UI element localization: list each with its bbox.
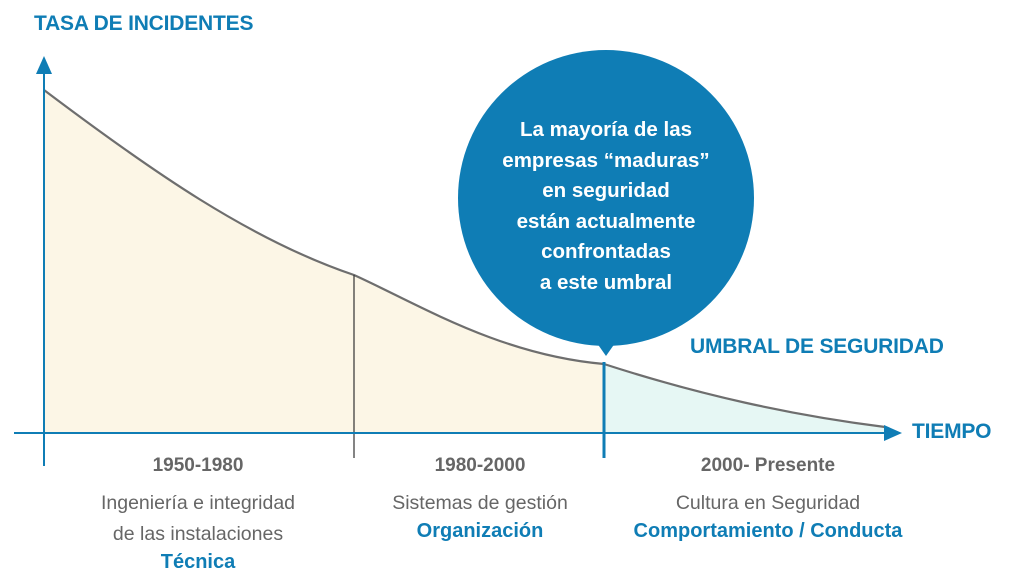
x-axis-arrow (884, 425, 902, 441)
callout-line: a este umbral (539, 270, 673, 294)
era-description-line: Sistemas de gestión (392, 492, 568, 514)
callout-line: están actualmente (516, 209, 696, 233)
era-period: 2000- Presente (700, 455, 836, 476)
x-axis-title: TIEMPO (912, 420, 992, 443)
era-focus: Organización (416, 520, 544, 542)
era-focus: Técnica (160, 551, 236, 573)
era-period: 1980-2000 (434, 455, 526, 476)
callout-line: en seguridad (542, 179, 670, 202)
incident-rate-curve (43, 89, 886, 429)
callout-pointer (592, 336, 620, 356)
y-axis-title: TASA DE INCIDENTES (34, 12, 254, 35)
era-description-line: Ingeniería e integridad (100, 492, 296, 514)
era-description-line: de las instalaciones (112, 523, 284, 545)
era-focus: Comportamiento / Conducta (633, 520, 903, 542)
era-fill-area (44, 90, 604, 433)
post-threshold-fill-area (604, 364, 885, 433)
callout-text: La mayoría de las empresas “maduras” en … (466, 115, 746, 298)
y-axis-arrow (36, 56, 52, 74)
callout-bubble (458, 50, 754, 346)
callout-line: empresas “maduras” (502, 148, 710, 172)
era-description: Cultura en Seguridad (618, 488, 918, 519)
era-description: Ingeniería e integridad de las instalaci… (58, 488, 338, 550)
callout-line: La mayoría de las (519, 118, 693, 141)
callout-line: confrontadas (541, 240, 671, 263)
threshold-label: UMBRAL DE SEGURIDAD (690, 335, 944, 358)
era-description-line: Cultura en Seguridad (675, 492, 861, 514)
era-description: Sistemas de gestión (340, 488, 620, 519)
era-period: 1950-1980 (152, 455, 244, 476)
